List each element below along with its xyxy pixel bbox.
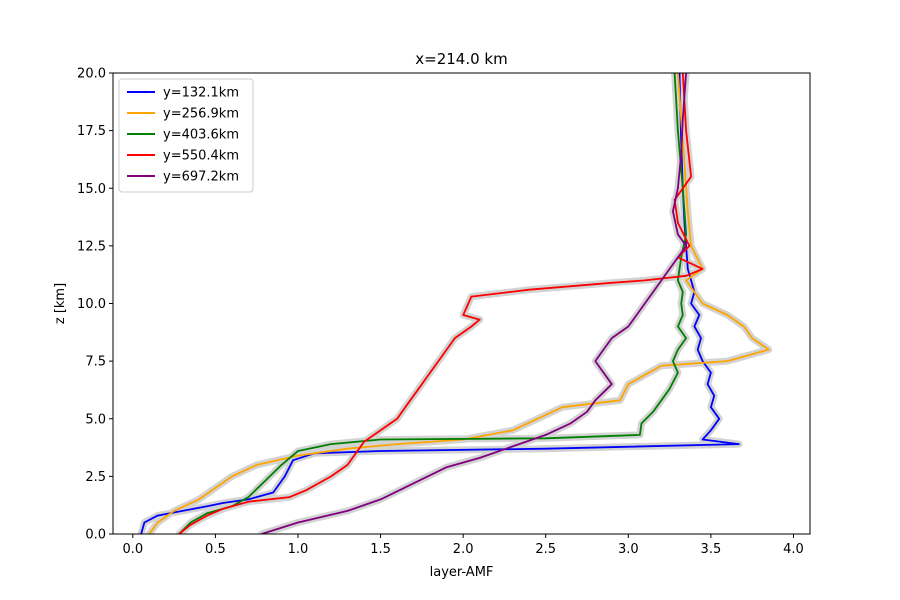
legend: y=132.1km y=256.9km y=403.6km y=550.4km y=69… — [118, 78, 254, 193]
x-tick-label: 3.0 — [618, 542, 639, 557]
x-tick-label: 2.0 — [453, 542, 474, 557]
x-axis-ticks: 0.0 0.5 1.0 1.5 2.0 2.5 3.0 3.5 4.0 — [122, 534, 804, 557]
x-tick-label: 0.5 — [205, 542, 226, 557]
series-line-3 — [178, 73, 687, 534]
y-tick-label: 7.5 — [85, 355, 106, 370]
x-tick-label: 1.5 — [370, 542, 391, 557]
legend-label: y=132.1km — [163, 86, 239, 101]
y-tick-label: 2.5 — [85, 470, 106, 485]
x-tick-label: 2.5 — [535, 542, 556, 557]
x-tick-label: 4.0 — [783, 542, 804, 557]
y-tick-label: 12.5 — [77, 239, 106, 254]
x-tick-label: 1.0 — [288, 542, 309, 557]
y-axis-label: z [km] — [53, 283, 68, 324]
x-tick-label: 0.0 — [122, 542, 143, 557]
x-axis-label: layer-AMF — [430, 565, 494, 580]
legend-label: y=403.6km — [163, 128, 239, 143]
legend-label: y=256.9km — [163, 107, 239, 122]
y-tick-label: 5.0 — [85, 412, 106, 427]
x-tick-label: 3.5 — [701, 542, 722, 557]
y-axis-ticks: 0.0 2.5 5.0 7.5 10.0 12.5 15.0 17.5 20.0 — [77, 67, 113, 543]
series-line-5 — [261, 73, 687, 534]
uncertainty-band-5 — [258, 73, 690, 534]
chart-title: x=214.0 km — [415, 50, 507, 68]
y-tick-label: 15.0 — [77, 182, 106, 197]
y-tick-label: 20.0 — [77, 67, 106, 82]
series-line-1 — [140, 73, 740, 534]
series-lines — [140, 73, 770, 534]
legend-label: y=550.4km — [163, 149, 239, 164]
y-tick-label: 10.0 — [77, 297, 106, 312]
y-tick-label: 0.0 — [85, 528, 106, 543]
legend-frame — [118, 78, 254, 193]
y-tick-label: 17.5 — [77, 124, 106, 139]
legend-label: y=697.2km — [163, 170, 239, 185]
